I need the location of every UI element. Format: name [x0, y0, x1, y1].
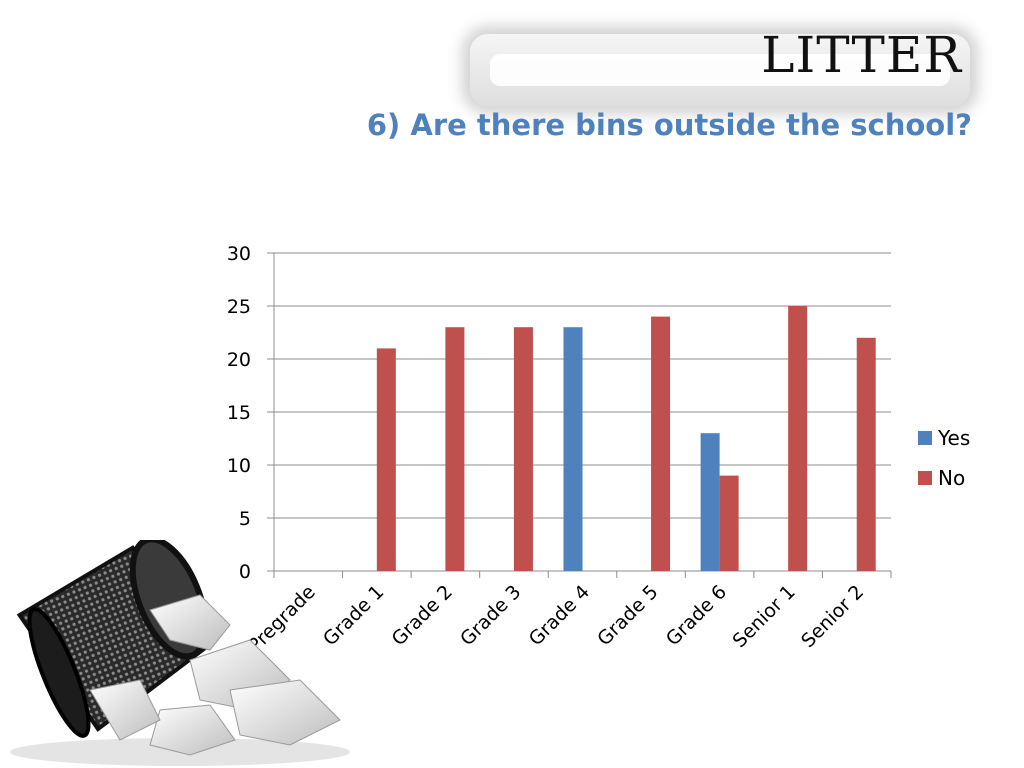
waste-bin-illustration [10, 540, 350, 766]
x-tick-label: Grade 4 [525, 581, 594, 650]
x-tick-label: Grade 2 [388, 581, 457, 650]
y-tick-label: 30 [227, 243, 251, 265]
x-tick-label: Grade 6 [662, 581, 731, 650]
bar-no [513, 327, 533, 571]
slide-title: LITTER [761, 26, 962, 84]
x-tick-label: Grade 3 [456, 581, 525, 650]
x-tick-label: Senior 1 [729, 581, 800, 652]
y-tick-label: 15 [227, 402, 251, 424]
bar-no [719, 475, 739, 571]
legend-swatch-no [918, 471, 932, 485]
y-tick-label: 10 [227, 455, 251, 477]
y-tick-label: 20 [227, 349, 251, 371]
bar-yes [700, 433, 720, 571]
bar-no [376, 348, 396, 571]
bar-no [788, 306, 808, 571]
legend-label: Yes [937, 426, 970, 450]
title-banner-highlight [490, 54, 950, 86]
bar-no [856, 337, 876, 571]
legend-label: No [938, 466, 965, 490]
bar-yes [563, 327, 583, 571]
bar-no [651, 316, 671, 571]
y-tick-label: 25 [227, 296, 251, 318]
y-tick-label: 0 [239, 561, 251, 583]
legend-swatch-yes [918, 431, 932, 445]
bar-no [445, 327, 465, 571]
x-tick-label: Grade 5 [593, 581, 662, 650]
y-tick-label: 5 [239, 508, 251, 530]
x-tick-label: Senior 2 [797, 581, 868, 652]
slide-subtitle: 6) Are there bins outside the school? [366, 108, 972, 142]
